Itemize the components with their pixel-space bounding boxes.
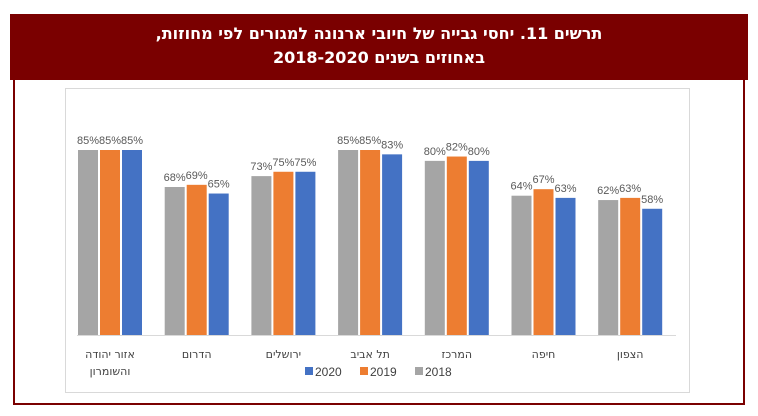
bar-2018: [164, 187, 185, 335]
bar-2019: [533, 189, 554, 335]
bar-2018: [424, 160, 445, 335]
data-label-2018: 68%: [164, 172, 186, 184]
legend-label-2020: 2020: [315, 365, 342, 379]
data-label-2020: 85%: [121, 135, 143, 147]
data-label-2018: 73%: [250, 161, 272, 173]
data-label-2020: 63%: [554, 183, 576, 195]
bar-2019: [186, 184, 207, 335]
category-label: ירושלים: [266, 348, 301, 361]
legend-label-2019: 2019: [370, 365, 397, 379]
data-label-2018: 85%: [337, 135, 359, 147]
bar-2019: [446, 156, 467, 335]
category-label: הדרום: [182, 348, 212, 361]
bar-2019: [100, 150, 120, 335]
bar-2018: [598, 200, 619, 335]
data-label-2019: 69%: [186, 170, 208, 182]
bar-2018: [511, 195, 532, 335]
data-label-2019: 67%: [532, 174, 554, 186]
chart-title-line1: תרשים 11. יחסי גבייה של חיובי ארנונה למג…: [155, 24, 603, 43]
category-label: הצפון: [617, 348, 644, 361]
category-label: המרכז: [442, 348, 473, 361]
data-label-2019: 75%: [272, 157, 294, 169]
chart-frame: [13, 80, 745, 405]
data-label-2018: 85%: [77, 135, 99, 147]
category-label: חיפה: [532, 348, 556, 361]
legend-label-2018: 2018: [425, 365, 452, 379]
bar-2018: [338, 150, 359, 335]
bar-2019: [620, 197, 641, 335]
data-label-2019: 85%: [99, 135, 121, 147]
plot-panel: [65, 88, 690, 393]
data-label-2020: 58%: [641, 194, 663, 206]
data-label-2018: 62%: [597, 185, 619, 197]
chart-title-line2: באחוזים בשנים 2018-2020: [273, 48, 485, 67]
data-label-2020: 65%: [208, 179, 230, 191]
bar-2019: [273, 171, 294, 335]
data-label-2020: 83%: [381, 139, 403, 151]
legend-swatch-2020: [305, 367, 313, 375]
legend-swatch-2018: [415, 367, 423, 375]
data-label-2020: 75%: [294, 157, 316, 169]
category-label: והשומרון: [90, 365, 131, 378]
bar-2020: [555, 197, 576, 335]
data-label-2019: 63%: [619, 183, 641, 195]
bar-2020: [468, 160, 489, 335]
category-label: אזור יהודה: [85, 348, 135, 361]
bar-2020: [295, 171, 316, 335]
data-label-2018: 64%: [510, 181, 532, 193]
data-label-2018: 80%: [424, 146, 446, 158]
legend-swatch-2019: [360, 367, 368, 375]
bar-2019: [360, 150, 381, 335]
bar-2018: [251, 176, 272, 335]
data-label-2019: 85%: [359, 135, 381, 147]
category-label: תל אביב: [350, 348, 390, 361]
data-label-2020: 80%: [468, 146, 490, 158]
bar-2018: [78, 150, 98, 335]
bar-2020: [122, 150, 142, 335]
bar-2020: [208, 193, 229, 335]
data-label-2019: 82%: [446, 142, 468, 154]
chart-title-banner: תרשים 11. יחסי גבייה של חיובי ארנונה למג…: [10, 14, 748, 80]
bar-2020: [642, 208, 663, 335]
bar-2020: [382, 154, 403, 335]
